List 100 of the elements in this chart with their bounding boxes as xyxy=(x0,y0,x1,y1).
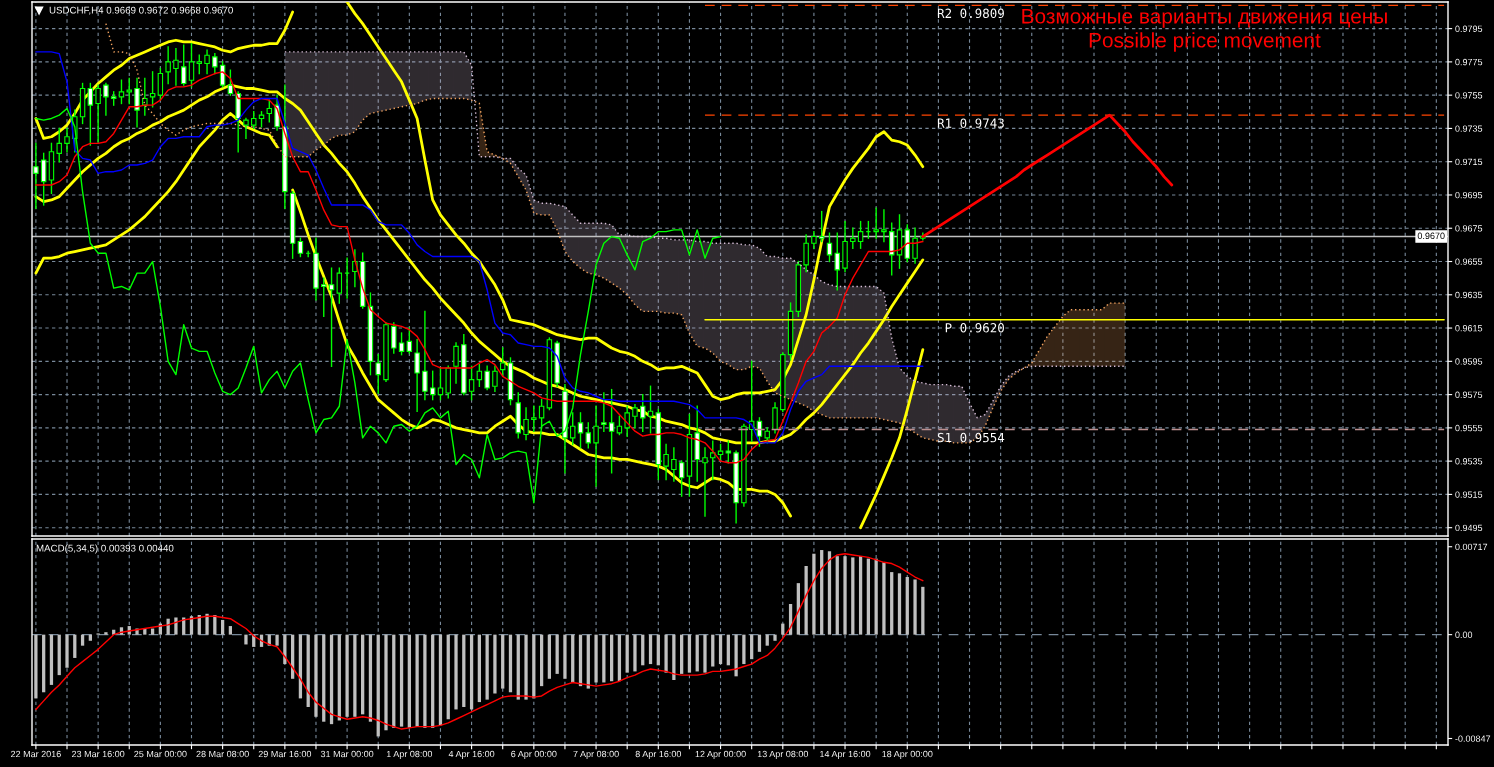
bar xyxy=(742,634,746,665)
y-tick-label: -0.00847 xyxy=(1455,735,1491,742)
bar xyxy=(150,628,155,635)
bar xyxy=(648,634,653,665)
bar xyxy=(423,634,427,728)
bar xyxy=(399,634,404,727)
bar xyxy=(921,586,925,635)
x-tick-label: 6 Apr 00:00 xyxy=(511,750,557,759)
bar xyxy=(672,634,676,681)
x-tick-label: 25 Mar 00:00 xyxy=(134,750,187,758)
bar xyxy=(493,634,497,694)
bar xyxy=(866,558,871,635)
x-tick-label: 28 Mar 08:00 xyxy=(196,750,249,758)
bar xyxy=(501,634,505,689)
bar xyxy=(633,634,637,672)
bar xyxy=(462,634,466,707)
y-tick-label: 0.9715 xyxy=(1455,158,1483,166)
bar xyxy=(73,634,77,658)
bar xyxy=(415,634,419,727)
y-tick-label: 0.9495 xyxy=(1455,524,1483,532)
bar xyxy=(275,634,279,646)
bar xyxy=(812,553,816,635)
y-tick-label: 0.9655 xyxy=(1455,258,1483,265)
bar xyxy=(781,623,785,635)
x-tick-label: 31 Mar 00:00 xyxy=(320,750,374,758)
bar xyxy=(539,634,544,687)
bar xyxy=(609,634,614,682)
bar xyxy=(88,634,92,641)
y-tick-label: 0.00 xyxy=(1455,631,1473,638)
y-tick-label: 0.9555 xyxy=(1455,424,1483,432)
bar xyxy=(905,577,909,635)
bar xyxy=(42,634,46,693)
y-tick-label: 0.9675 xyxy=(1455,225,1483,232)
bar xyxy=(757,634,762,652)
bar xyxy=(835,556,839,635)
bar xyxy=(353,634,357,717)
bar xyxy=(368,634,373,722)
bar xyxy=(485,634,489,700)
bar xyxy=(843,556,847,635)
bar xyxy=(913,579,917,635)
bar xyxy=(57,634,61,676)
x-tick-label: 29 Mar 16:00 xyxy=(258,750,312,758)
bar xyxy=(314,634,318,717)
bar xyxy=(469,634,474,710)
x-tick-label: 7 Apr 08:00 xyxy=(573,750,619,759)
y-tick-label: 0.9775 xyxy=(1455,58,1483,66)
bar xyxy=(446,634,450,720)
bar xyxy=(524,634,528,700)
y-tick-label: 0.00717 xyxy=(1455,543,1488,551)
candlestick xyxy=(710,440,716,481)
x-tick-label: 8 Apr 16:00 xyxy=(635,750,682,759)
bar xyxy=(571,634,575,683)
bar xyxy=(65,634,69,668)
bar xyxy=(205,613,209,635)
bar xyxy=(851,557,855,635)
y-tick-label: 0.9755 xyxy=(1455,92,1483,99)
y-tick-label: 0.9515 xyxy=(1455,491,1483,498)
bar xyxy=(477,634,481,703)
bar xyxy=(827,551,832,635)
bar xyxy=(220,619,225,635)
bar xyxy=(454,634,458,710)
bar xyxy=(594,634,598,683)
y-tick-label: 0.9615 xyxy=(1455,325,1483,332)
bar xyxy=(711,634,715,667)
bar xyxy=(897,573,902,635)
x-tick-label: 1 Apr 08:00 xyxy=(386,750,433,759)
bar xyxy=(858,556,863,635)
y-tick-label: 0.9535 xyxy=(1455,458,1483,465)
x-tick-label: 23 Mar 16:00 xyxy=(71,750,125,758)
bar xyxy=(555,634,559,674)
x-tick-label: 13 Apr 08:00 xyxy=(757,750,809,759)
bar xyxy=(687,634,692,673)
bar xyxy=(392,634,396,728)
bar xyxy=(874,558,878,635)
y-tick-label: 0.9795 xyxy=(1455,25,1483,32)
bar xyxy=(34,634,38,699)
bar xyxy=(882,562,886,635)
candlestick xyxy=(40,152,47,206)
x-tick-label: 14 Apr 16:00 xyxy=(820,750,871,759)
candlestick xyxy=(671,447,677,482)
bar xyxy=(804,565,808,635)
bar xyxy=(376,634,380,737)
bar xyxy=(695,634,699,672)
candlestick xyxy=(663,443,669,481)
x-tick-label: 18 Apr 00:00 xyxy=(882,750,933,759)
y-tick-label: 0.9735 xyxy=(1455,125,1483,132)
bar xyxy=(80,634,85,646)
bar xyxy=(431,634,435,728)
bar xyxy=(361,634,365,715)
bar xyxy=(680,634,684,674)
bar xyxy=(329,634,334,725)
bar xyxy=(890,572,894,635)
x-tick-label: 22 Mar 2016 xyxy=(11,750,61,758)
y-tick-label: 0.9635 xyxy=(1455,291,1483,299)
bar xyxy=(563,634,567,679)
candlestick xyxy=(678,460,685,497)
bar xyxy=(664,634,668,673)
x-tick-label: 12 Apr 00:00 xyxy=(695,750,746,759)
bar xyxy=(345,634,349,717)
bar xyxy=(104,632,108,635)
